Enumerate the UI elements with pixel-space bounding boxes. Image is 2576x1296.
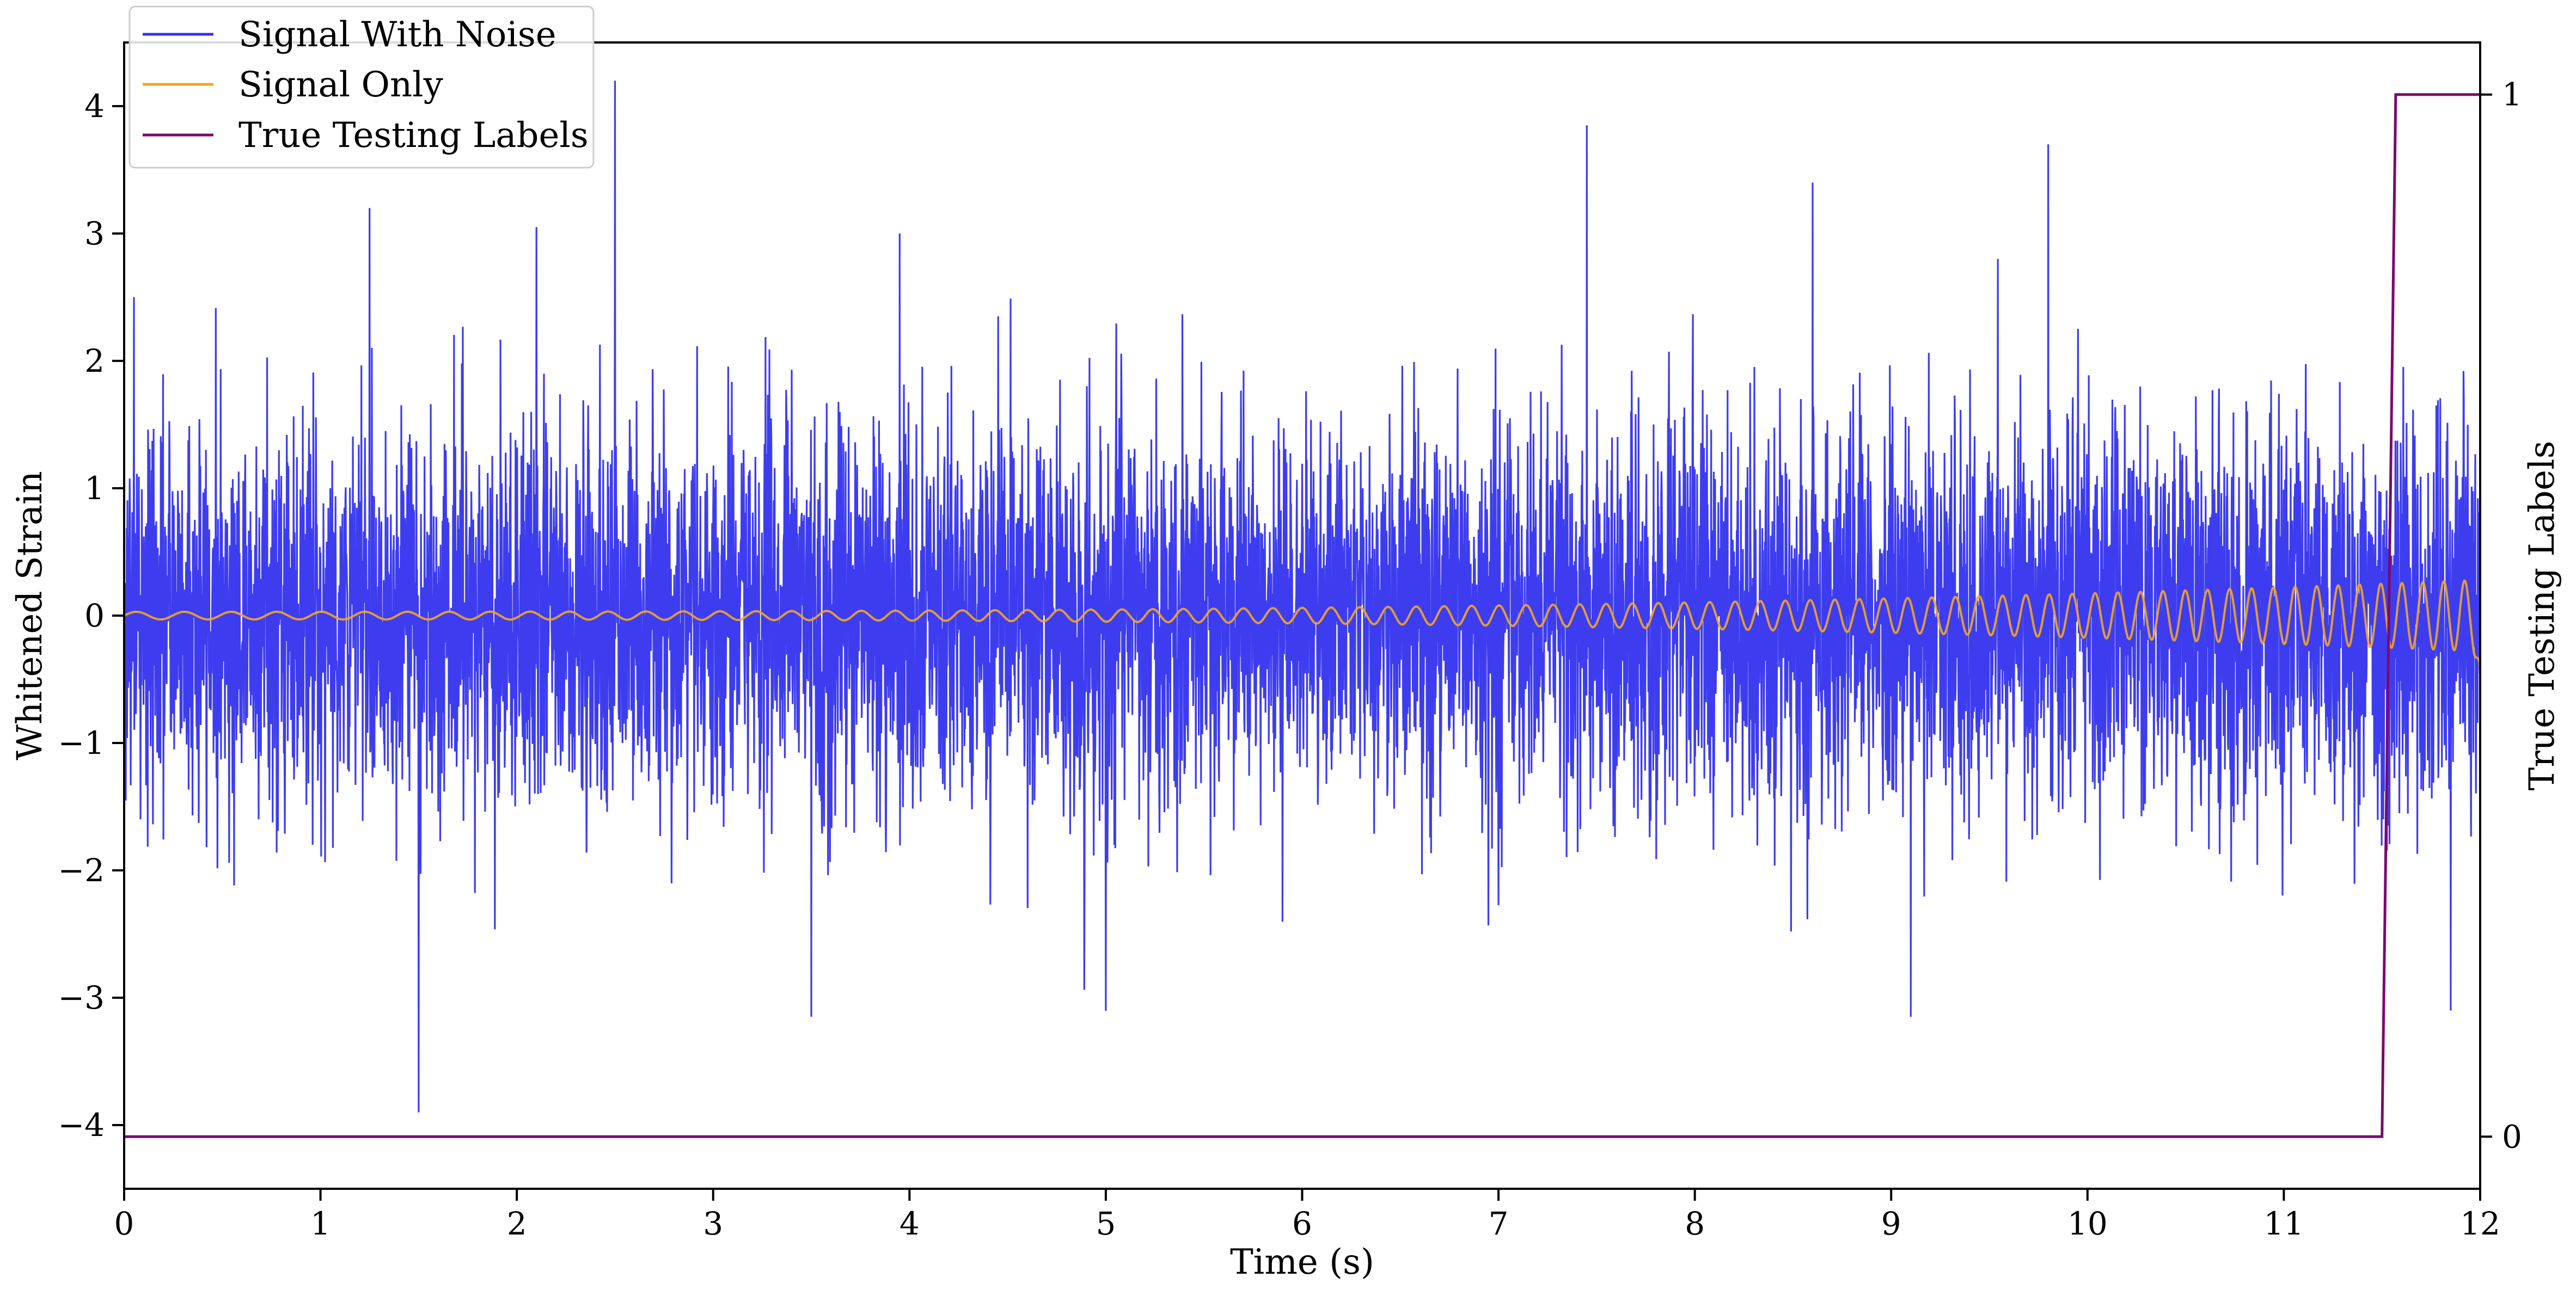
x-tick-label: 4 bbox=[900, 1205, 920, 1242]
x-tick-label: 7 bbox=[1489, 1205, 1509, 1242]
plot-area bbox=[124, 81, 2480, 1138]
x-tick-label: 10 bbox=[2067, 1205, 2108, 1242]
legend: Signal With Noise Signal Only True Testi… bbox=[129, 5, 595, 169]
y2-tick-label: 1 bbox=[2502, 76, 2522, 113]
y-tick-label: 3 bbox=[84, 215, 105, 252]
series-true-testing-labels-line bbox=[124, 93, 2480, 1138]
legend-label-true-testing-labels: True Testing Labels bbox=[238, 115, 589, 156]
x-tick-label: 1 bbox=[310, 1205, 331, 1242]
series-signal-only-line bbox=[124, 579, 2480, 667]
y2-tick-label: 0 bbox=[2502, 1118, 2522, 1155]
y2-axis-title: True Testing Labels bbox=[2522, 441, 2562, 791]
y-axis-title: Whitened Strain bbox=[10, 471, 50, 760]
y-tick-label: −4 bbox=[58, 1107, 105, 1144]
y-tick-label: 2 bbox=[84, 342, 105, 379]
y-axis-right: 10 bbox=[2480, 76, 2522, 1155]
legend-label-signal-only: Signal Only bbox=[238, 65, 443, 105]
x-tick-label: 5 bbox=[1096, 1205, 1116, 1242]
y-tick-label: −2 bbox=[58, 852, 105, 889]
legend-box bbox=[129, 5, 595, 169]
y-tick-label: 0 bbox=[84, 597, 105, 634]
x-tick-label: 12 bbox=[2460, 1205, 2500, 1242]
y-tick-label: 1 bbox=[84, 470, 105, 507]
x-tick-label: 3 bbox=[703, 1205, 723, 1242]
legend-label-signal-with-noise: Signal With Noise bbox=[238, 15, 556, 55]
y-axis-left: 4 3 2 1 0 −1 −2 −3 −4 bbox=[58, 88, 124, 1144]
y-tick-label: −1 bbox=[58, 724, 105, 761]
x-axis: 0 1 2 3 4 5 6 7 8 9 10 11 12 bbox=[114, 1189, 2500, 1242]
x-tick-label: 2 bbox=[507, 1205, 527, 1242]
y-tick-label: 4 bbox=[84, 88, 105, 125]
y-tick-label: −3 bbox=[58, 979, 105, 1016]
x-tick-label: 0 bbox=[114, 1205, 134, 1242]
x-axis-title: Time (s) bbox=[1230, 1242, 1374, 1282]
x-tick-label: 8 bbox=[1685, 1205, 1705, 1242]
x-tick-label: 9 bbox=[1881, 1205, 1901, 1242]
x-tick-label: 11 bbox=[2264, 1205, 2304, 1242]
series-signal-with-noise-line bbox=[124, 81, 2480, 1113]
x-tick-label: 6 bbox=[1292, 1205, 1312, 1242]
